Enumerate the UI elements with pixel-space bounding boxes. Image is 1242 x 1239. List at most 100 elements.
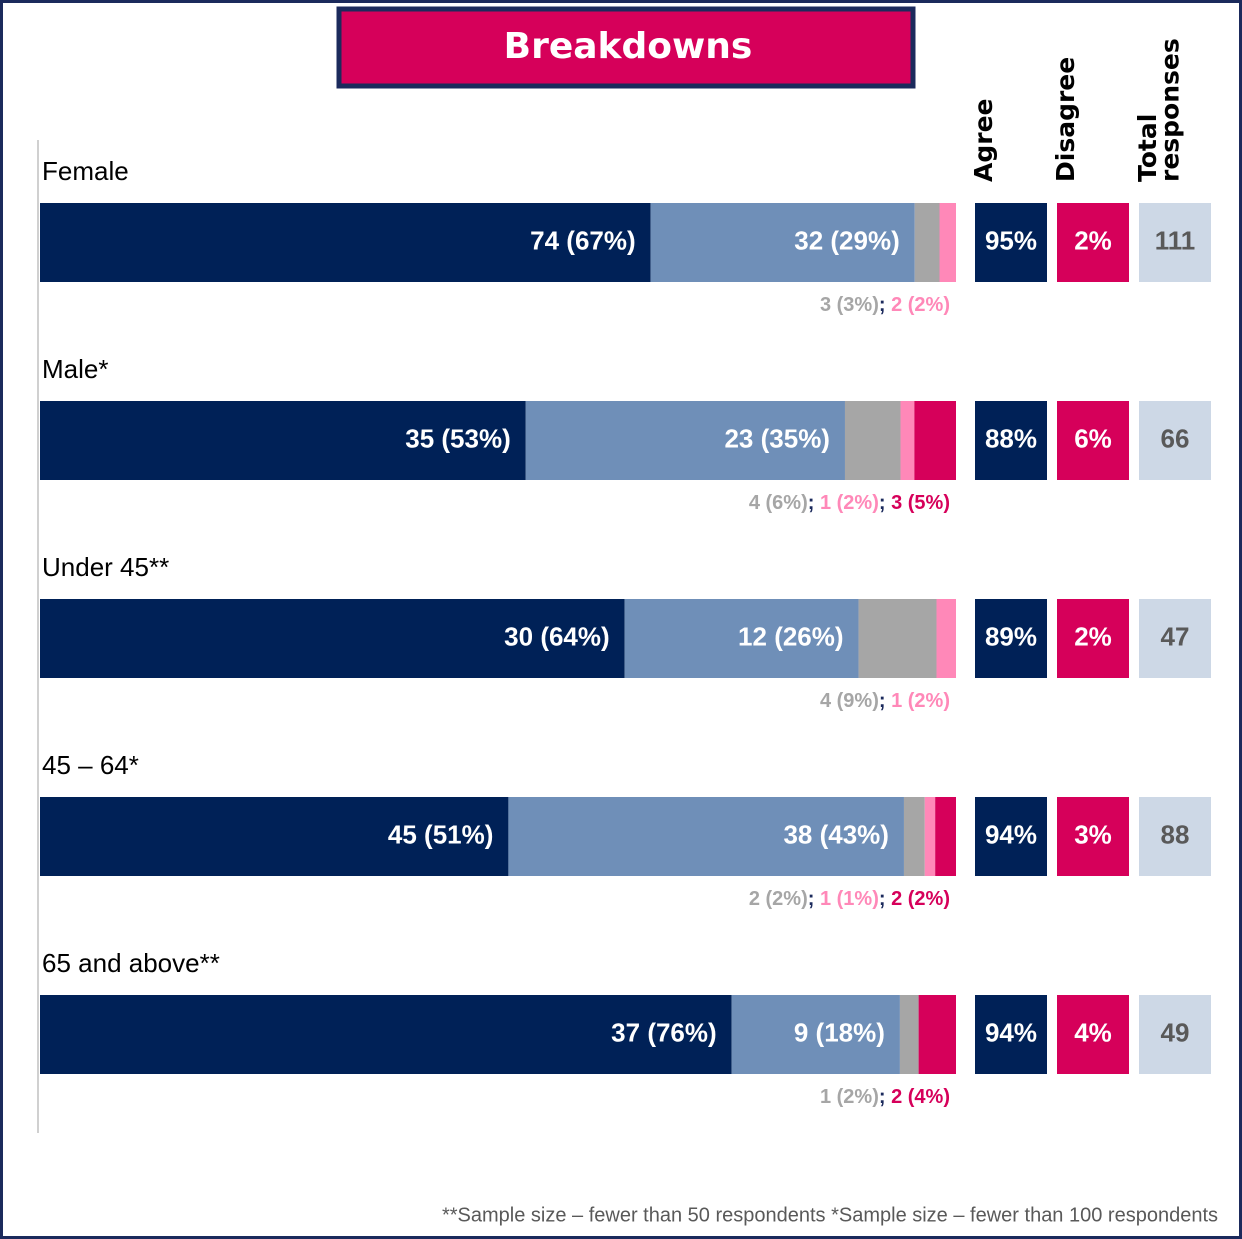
separator: ; <box>879 294 891 316</box>
summary-value: 6% <box>1074 423 1112 453</box>
segment-label: 4 (6%) <box>749 492 808 514</box>
bar-segment <box>899 995 919 1074</box>
summary-value: 94% <box>985 819 1037 849</box>
category-label: Under 45** <box>42 552 169 582</box>
summary-value: 94% <box>985 1017 1037 1047</box>
summary-box <box>1057 599 1129 678</box>
bar-label: 32 (29%) <box>794 225 900 255</box>
bar-segment <box>924 797 936 876</box>
bar-segment <box>731 995 900 1074</box>
bar-segment <box>936 599 956 678</box>
bar-segment <box>40 797 509 876</box>
summary-value: 4% <box>1074 1017 1112 1047</box>
separator: ; <box>808 492 820 514</box>
small-segment-labels: 4 (6%); 1 (2%); 3 (5%) <box>749 492 950 514</box>
summary-box <box>1139 203 1211 282</box>
bar-label: 38 (43%) <box>783 819 889 849</box>
summary-value: 66 <box>1161 423 1190 453</box>
bar-segment <box>624 599 859 678</box>
bar-segment <box>914 203 940 282</box>
small-segment-labels: 2 (2%); 1 (1%); 2 (2%) <box>749 888 950 910</box>
column-header-box: Agree <box>973 98 998 182</box>
summary-box <box>1139 995 1211 1074</box>
small-segment-labels: 3 (3%); 2 (2%) <box>820 294 950 316</box>
separator: ; <box>808 888 820 910</box>
summary-box <box>1057 203 1129 282</box>
segment-label: 1 (1%) <box>820 888 879 910</box>
segment-label: 1 (2%) <box>820 492 879 514</box>
summary-box <box>1057 995 1129 1074</box>
summary-box <box>975 203 1047 282</box>
summary-box <box>1057 401 1129 480</box>
summary-value: 47 <box>1161 621 1190 651</box>
column-header-box: Total responses <box>1137 38 1185 182</box>
bar-segment <box>40 401 526 480</box>
summary-value: 88% <box>985 423 1037 453</box>
bar-label: 23 (35%) <box>724 423 830 453</box>
separator: ; <box>879 1086 891 1108</box>
title-box <box>336 6 916 89</box>
bar-label: 74 (67%) <box>530 225 636 255</box>
summary-value: 49 <box>1161 1017 1190 1047</box>
category-label: 65 and above** <box>42 948 220 978</box>
bar-segment <box>40 203 651 282</box>
segment-label: 2 (4%) <box>891 1086 950 1108</box>
summary-box <box>1139 401 1211 480</box>
category-label: Male* <box>42 354 108 384</box>
summary-box <box>975 401 1047 480</box>
separator: ; <box>879 690 891 712</box>
bar-segment <box>858 599 937 678</box>
bar-segment <box>914 401 956 480</box>
bar-label: 30 (64%) <box>504 621 610 651</box>
summary-box <box>975 797 1047 876</box>
summary-value: 3% <box>1074 819 1112 849</box>
segment-label: 3 (3%) <box>820 294 879 316</box>
category-label: 45 – 64* <box>42 750 139 780</box>
summary-value: 88 <box>1161 819 1190 849</box>
segment-label: 2 (2%) <box>891 888 950 910</box>
separator: ; <box>879 888 891 910</box>
bar-segment <box>525 401 845 480</box>
bar-segment <box>40 995 732 1074</box>
bar-label: 37 (76%) <box>611 1017 717 1047</box>
small-segment-labels: 4 (9%); 1 (2%) <box>820 690 950 712</box>
segment-label: 4 (9%) <box>820 690 879 712</box>
summary-box <box>1057 797 1129 876</box>
summary-box <box>975 995 1047 1074</box>
bar-segment <box>40 599 625 678</box>
segment-label: 2 (2%) <box>749 888 808 910</box>
column-header-box: Disagree <box>1055 56 1080 182</box>
summary-value: 89% <box>985 621 1037 651</box>
column-header: Agree <box>973 98 998 182</box>
summary-value: 2% <box>1074 225 1112 255</box>
bar-segment <box>844 401 901 480</box>
summary-box <box>1139 797 1211 876</box>
chart-title: Breakdowns <box>504 26 753 67</box>
summary-box <box>975 599 1047 678</box>
bar-segment <box>935 797 956 876</box>
summary-value: 2% <box>1074 621 1112 651</box>
segment-label: 1 (2%) <box>891 690 950 712</box>
footnote: **Sample size – fewer than 50 respondent… <box>442 1204 1218 1226</box>
small-segment-labels: 1 (2%); 2 (4%) <box>820 1086 950 1108</box>
bar-segment <box>650 203 915 282</box>
bar-segment <box>508 797 904 876</box>
bar-segment <box>939 203 956 282</box>
separator: ; <box>879 492 891 514</box>
column-header: Total responses <box>1137 38 1185 182</box>
column-header: Disagree <box>1055 56 1080 182</box>
bar-label: 9 (18%) <box>794 1017 885 1047</box>
bar-segment <box>900 401 915 480</box>
bar-label: 12 (26%) <box>738 621 844 651</box>
summary-box <box>1139 599 1211 678</box>
summary-value: 111 <box>1155 225 1196 255</box>
segment-label: 1 (2%) <box>820 1086 879 1108</box>
bar-label: 35 (53%) <box>405 423 511 453</box>
bar-label: 45 (51%) <box>388 819 494 849</box>
segment-label: 3 (5%) <box>891 492 950 514</box>
segment-label: 2 (2%) <box>891 294 950 316</box>
bar-segment <box>918 995 956 1074</box>
category-label: Female <box>42 156 129 186</box>
summary-value: 95% <box>985 225 1037 255</box>
